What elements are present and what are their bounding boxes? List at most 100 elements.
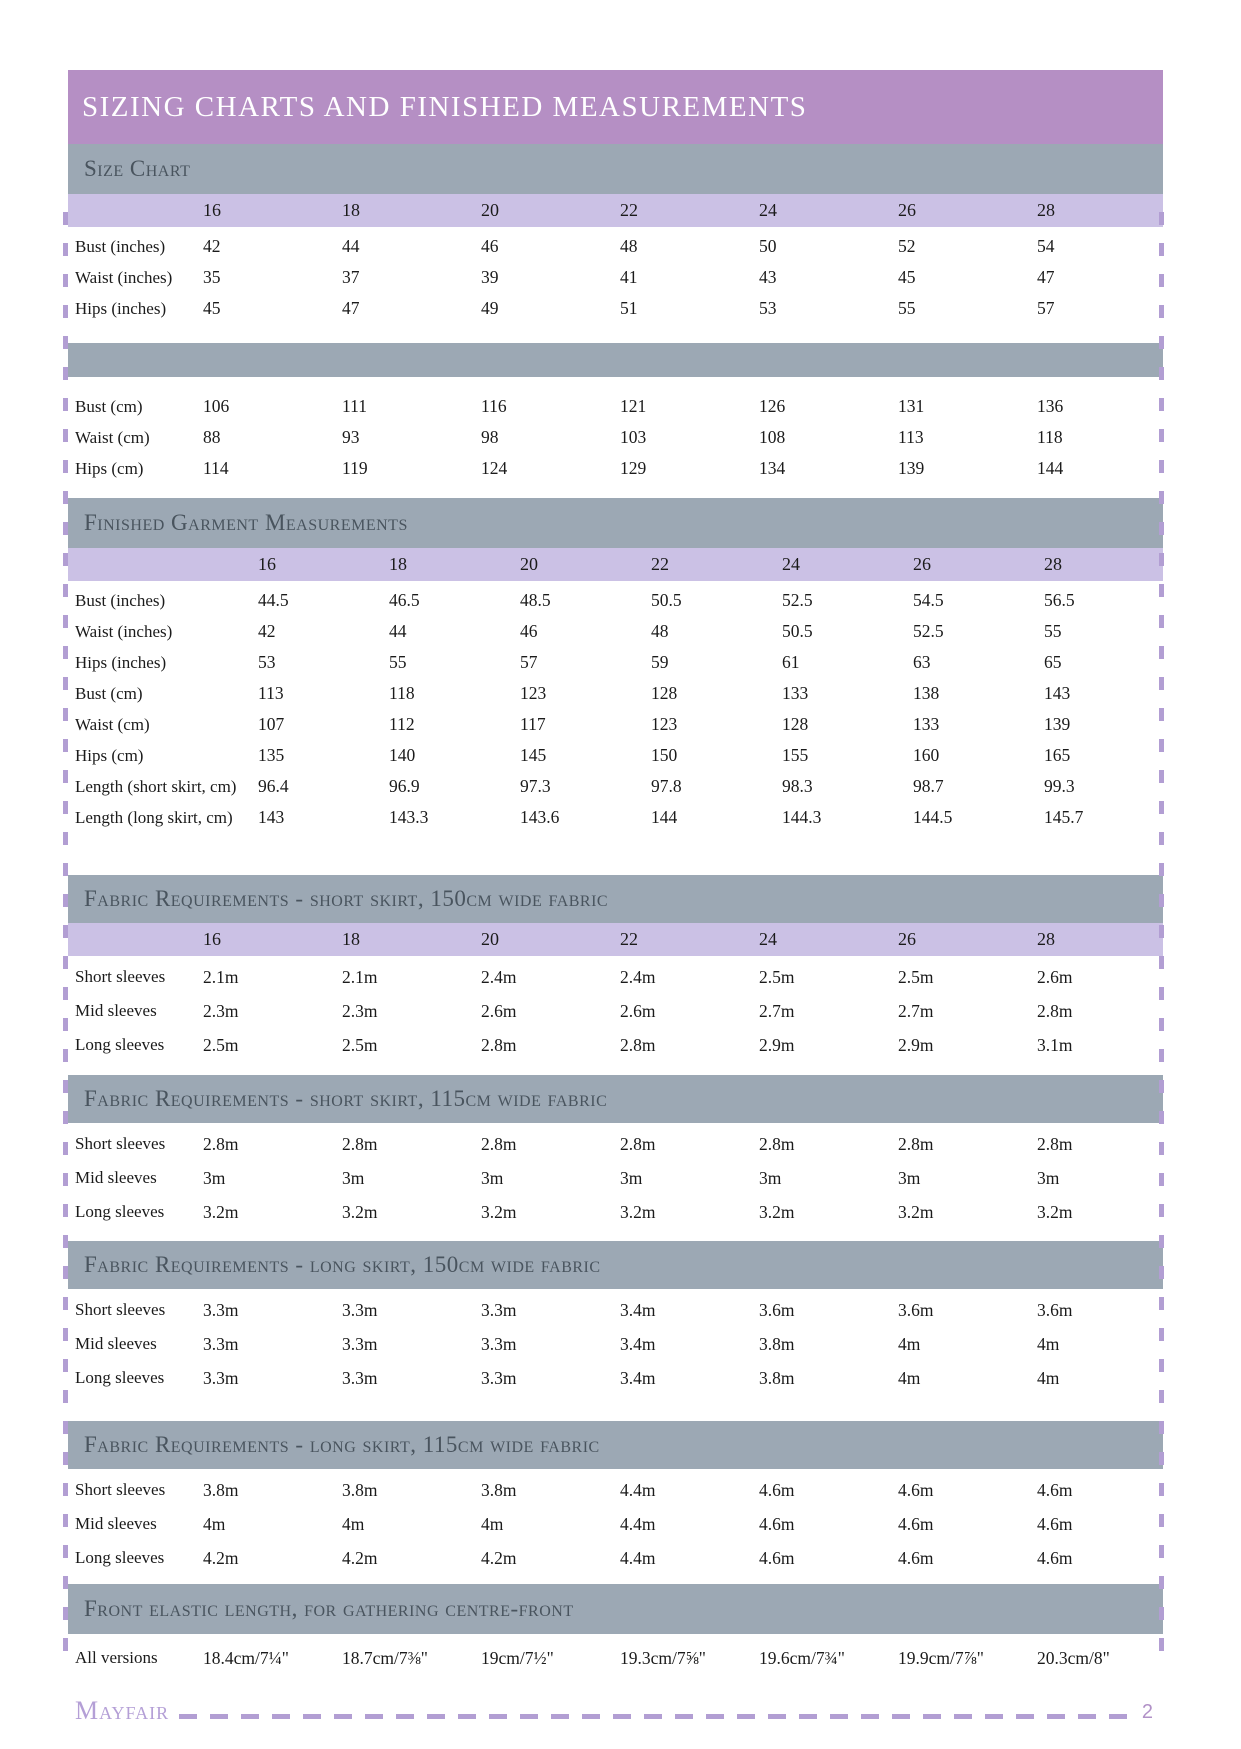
row-value: 46 — [481, 236, 499, 256]
row-value: 2.7m — [898, 1000, 934, 1021]
row-value: 65 — [1044, 652, 1062, 672]
row-label: All versions — [75, 1648, 158, 1667]
table-row: Long sleeves 3.3m 3.3m 3.3m 3.4m 3.8m 4m 4m — [68, 1361, 1163, 1395]
table-row: Bust (cm) 113 118 123 128 133 138 143 — [68, 678, 1163, 709]
table-row: Bust (inches) 42 44 46 48 50 52 54 — [68, 231, 1163, 262]
row-value: 2.8m — [1037, 1133, 1073, 1154]
page-title-banner: SIZING CHARTS AND FINISHED MEASUREMENTS — [68, 70, 1163, 144]
row-value: 54 — [1037, 236, 1055, 256]
row-value: 136 — [1037, 396, 1064, 416]
row-value: 4.2m — [342, 1547, 378, 1568]
row-value: 4.4m — [620, 1547, 656, 1568]
row-value: 117 — [520, 714, 546, 734]
row-value: 4.6m — [898, 1547, 934, 1568]
row-value: 3.3m — [481, 1333, 517, 1354]
row-label: Hips (cm) — [75, 745, 144, 765]
row-value: 2.6m — [1037, 966, 1073, 987]
row-value: 2.3m — [342, 1000, 378, 1021]
row-value: 4.6m — [759, 1479, 795, 1500]
row-value: 97.8 — [651, 776, 682, 796]
row-label: Length (long skirt, cm) — [75, 807, 233, 827]
row-value: 118 — [1037, 427, 1063, 447]
footer: Mayfair 2 — [68, 1698, 1163, 1724]
row-value: 129 — [620, 458, 647, 478]
section-title: Fabric Requirements - long skirt, 115cm … — [84, 1432, 600, 1457]
row-value: 123 — [520, 683, 547, 703]
row-value: 143 — [1044, 683, 1071, 703]
row-value: 4.4m — [620, 1513, 656, 1534]
row-value: 111 — [342, 396, 367, 416]
table-rows: All versions 18.4cm/7¼" 18.7cm/7⅜" 19cm/7½"… — [68, 1634, 1163, 1684]
row-value: 53 — [759, 298, 777, 318]
row-label: Long sleeves — [75, 1548, 165, 1567]
table-rows: Short sleeves 2.1m 2.1m 2.4m 2.4m 2.5m 2.5m 2.6… — [68, 956, 1163, 1068]
row-value: 3.8m — [203, 1479, 239, 1500]
row-value: 18.7cm/7⅜" — [342, 1647, 428, 1668]
row-label: Hips (inches) — [75, 298, 167, 318]
row-value: 46.5 — [389, 590, 420, 610]
row-value: 3.8m — [759, 1333, 795, 1354]
section-header-finished-garment: Finished Garment Measurements — [68, 498, 1163, 548]
size-column-header: 24 — [759, 929, 777, 949]
row-value: 93 — [342, 427, 360, 447]
row-value: 50 — [759, 236, 777, 256]
row-value: 56.5 — [1044, 590, 1075, 610]
row-value: 4.6m — [1037, 1479, 1073, 1500]
section-title: Fabric Requirements - short skirt, 115cm… — [84, 1086, 608, 1111]
row-label: Long sleeves — [75, 1368, 165, 1387]
row-value: 145.7 — [1044, 807, 1084, 827]
row-value: 3.1m — [1037, 1034, 1073, 1055]
table-rows: Bust (inches) 42 44 46 48 50 52 54 Waist (inches… — [68, 227, 1163, 330]
tables-container: Size Chart 16 18 20 22 24 26 28 Bust (inches) 42 4… — [68, 144, 1163, 1684]
row-value: 139 — [898, 458, 925, 478]
row-value: 4m — [481, 1513, 504, 1534]
size-column-header: 26 — [913, 554, 931, 574]
row-value: 57 — [1037, 298, 1055, 318]
row-value: 35 — [203, 267, 221, 287]
row-value: 3.2m — [481, 1201, 517, 1222]
row-value: 51 — [620, 298, 638, 318]
row-value: 2.3m — [203, 1000, 239, 1021]
section-title: Fabric Requirements - short skirt, 150cm… — [84, 886, 609, 911]
row-value: 3.3m — [203, 1333, 239, 1354]
row-value: 4m — [342, 1513, 365, 1534]
section-title: Finished Garment Measurements — [84, 510, 408, 535]
row-value: 2.8m — [1037, 1000, 1073, 1021]
row-value: 4m — [1037, 1367, 1060, 1388]
size-column-header: 18 — [389, 554, 407, 574]
size-column-header: 16 — [203, 929, 221, 949]
table-row: Short sleeves 2.8m 2.8m 2.8m 2.8m 2.8m 2.8m 2.8… — [68, 1127, 1163, 1161]
row-value: 4.6m — [1037, 1513, 1073, 1534]
row-value: 3m — [481, 1167, 504, 1188]
row-value: 3.4m — [620, 1299, 656, 1320]
table-row: Long sleeves 2.5m 2.5m 2.8m 2.8m 2.9m 2.9m 3.1m — [68, 1028, 1163, 1062]
size-column-header: 20 — [520, 554, 538, 574]
row-value: 52.5 — [782, 590, 813, 610]
row-value: 44.5 — [258, 590, 289, 610]
row-value: 3m — [759, 1167, 782, 1188]
row-value: 3m — [1037, 1167, 1060, 1188]
row-value: 4m — [898, 1333, 921, 1354]
size-column-header: 22 — [620, 929, 638, 949]
brand-name: Mayfair — [75, 1696, 170, 1725]
table-row: Bust (inches) 44.5 46.5 48.5 50.5 52.5 54.5 56.… — [68, 585, 1163, 616]
row-value: 3m — [342, 1167, 365, 1188]
row-value: 99.3 — [1044, 776, 1075, 796]
row-value: 2.5m — [203, 1034, 239, 1055]
size-column-header: 26 — [898, 929, 916, 949]
table-row: Waist (cm) 107 112 117 123 128 133 139 — [68, 709, 1163, 740]
row-label: Waist (cm) — [75, 427, 150, 447]
table-row: Hips (inches) 53 55 57 59 61 63 65 — [68, 647, 1163, 678]
table-row: Short sleeves 3.3m 3.3m 3.3m 3.4m 3.6m 3.6m 3.6… — [68, 1293, 1163, 1327]
row-value: 2.8m — [481, 1034, 517, 1055]
section-divider-band — [68, 343, 1163, 377]
row-label: Bust (inches) — [75, 236, 166, 256]
section-title: Front elastic length, for gathering cent… — [84, 1596, 574, 1621]
table-row: Mid sleeves 4m 4m 4m 4.4m 4.6m 4.6m 4.6m — [68, 1507, 1163, 1541]
row-label: Mid sleeves — [75, 1168, 157, 1187]
row-value: 2.8m — [620, 1133, 656, 1154]
size-column-header: 22 — [651, 554, 669, 574]
size-column-header: 28 — [1037, 929, 1055, 949]
size-column-header: 16 — [203, 200, 221, 220]
